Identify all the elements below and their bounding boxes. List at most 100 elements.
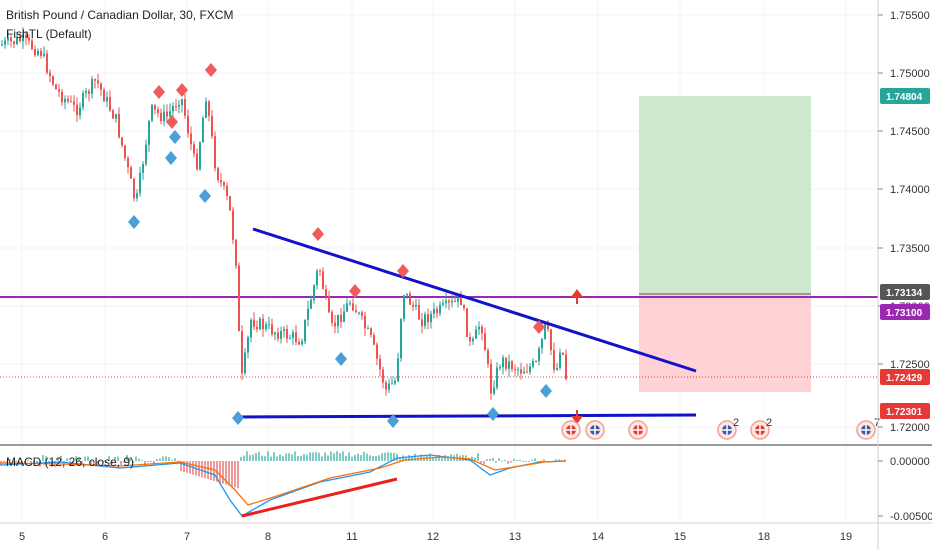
candle <box>79 107 81 116</box>
candle <box>142 164 144 173</box>
macd-histogram-bar <box>396 453 398 461</box>
candle <box>52 76 54 85</box>
time-tick-label: 15 <box>674 531 686 543</box>
candle <box>499 367 501 369</box>
buy-signal-marker <box>128 215 140 229</box>
macd-histogram-bar <box>228 461 230 486</box>
macd-histogram-bar <box>297 455 299 461</box>
candle <box>214 136 216 169</box>
candle <box>484 333 486 351</box>
macd-histogram-bar <box>258 451 260 461</box>
candle <box>466 308 468 337</box>
price-tick-label: 1.75000 <box>890 68 930 80</box>
macd-histogram-bar <box>42 455 44 461</box>
loss-zone[interactable] <box>639 294 811 392</box>
candle <box>487 350 489 364</box>
candle <box>298 341 300 345</box>
candle <box>322 271 324 289</box>
macd-histogram-bar <box>270 456 272 461</box>
candle <box>10 37 12 42</box>
macd-histogram-bar <box>480 461 482 463</box>
macd-histogram-bar <box>27 459 29 461</box>
macd-histogram-bar <box>492 458 494 461</box>
macd-histogram-bar <box>303 453 305 461</box>
candle <box>406 293 408 296</box>
macd-histogram-bar <box>378 455 380 461</box>
candle <box>295 332 297 342</box>
event-icon[interactable] <box>750 420 770 440</box>
macd-tick-label: 0.00000 <box>890 456 930 468</box>
macd-histogram-bar <box>318 452 320 461</box>
macd-histogram-bar <box>36 461 38 464</box>
macd-histogram-bar <box>354 454 356 461</box>
candle <box>340 314 342 322</box>
candle <box>526 371 528 373</box>
macd-signal-line <box>0 456 567 506</box>
candle <box>451 300 453 303</box>
candle <box>379 358 381 370</box>
candle <box>100 83 102 90</box>
price-tag <box>880 369 930 385</box>
macd-axis[interactable]: 0.00000 -0.00500 <box>878 456 932 523</box>
triangle-lower-trendline[interactable] <box>237 413 697 419</box>
event-icon[interactable] <box>717 420 737 440</box>
macd-histogram-bar <box>339 452 341 461</box>
candle <box>28 37 30 41</box>
candle <box>448 300 450 303</box>
macd-histogram-bar <box>252 454 254 461</box>
macd-histogram-bar <box>123 461 125 464</box>
macd-tick-label: -0.00500 <box>890 511 932 523</box>
candle <box>289 337 291 339</box>
triangle-upper-trendline[interactable] <box>252 227 697 373</box>
candle <box>310 299 312 309</box>
candle <box>37 50 39 56</box>
event-icon[interactable] <box>585 420 605 440</box>
macd-histogram-bar <box>129 457 131 461</box>
macd-histogram-bar <box>150 461 152 462</box>
macd-histogram-bar <box>48 461 50 463</box>
profit-zone[interactable] <box>639 96 811 294</box>
candle <box>16 37 18 44</box>
candle <box>127 158 129 168</box>
economic-events[interactable]: 2 2 7 <box>561 417 880 440</box>
macd-histogram-bar <box>159 458 161 461</box>
candle <box>307 308 309 320</box>
candle <box>439 304 441 314</box>
macd-histogram-bar <box>288 453 290 461</box>
macd-histogram-bar <box>81 461 83 465</box>
price-tag <box>880 403 930 419</box>
sell-signal-marker <box>533 320 545 334</box>
candle <box>346 303 348 312</box>
candle <box>259 318 261 330</box>
candle <box>40 50 42 56</box>
buy-signal-marker <box>232 411 244 425</box>
candle <box>514 369 516 371</box>
price-tag <box>880 386 930 402</box>
macd-histogram-bar <box>474 457 476 461</box>
candle <box>193 144 195 154</box>
buy-signal-marker <box>387 414 399 428</box>
candle <box>256 326 258 330</box>
macd-histogram-bar <box>264 456 266 461</box>
macd-histogram-bar <box>186 461 188 473</box>
macd-histogram-bar <box>399 457 401 461</box>
time-tick-label: 13 <box>509 531 521 543</box>
candle <box>418 304 420 320</box>
macd-histogram-bar <box>279 454 281 461</box>
candle <box>226 185 228 197</box>
macd-histogram-bar <box>153 461 155 465</box>
macd-divergence-line[interactable] <box>241 477 398 518</box>
macd-histogram-bar <box>255 453 257 461</box>
event-icon[interactable] <box>856 420 876 440</box>
event-icon[interactable] <box>561 420 581 440</box>
candle <box>238 265 240 332</box>
sell-signal-marker <box>397 264 409 278</box>
macd-histogram-bar <box>555 459 557 461</box>
up-arrow-icon <box>571 289 583 304</box>
event-icon[interactable] <box>628 420 648 440</box>
macd-histogram-bar <box>267 451 269 461</box>
time-axis[interactable]: 5 6 7 8 11 12 13 14 15 18 19 <box>19 531 852 543</box>
macd-histogram-bar <box>381 453 383 461</box>
candle <box>553 350 555 370</box>
